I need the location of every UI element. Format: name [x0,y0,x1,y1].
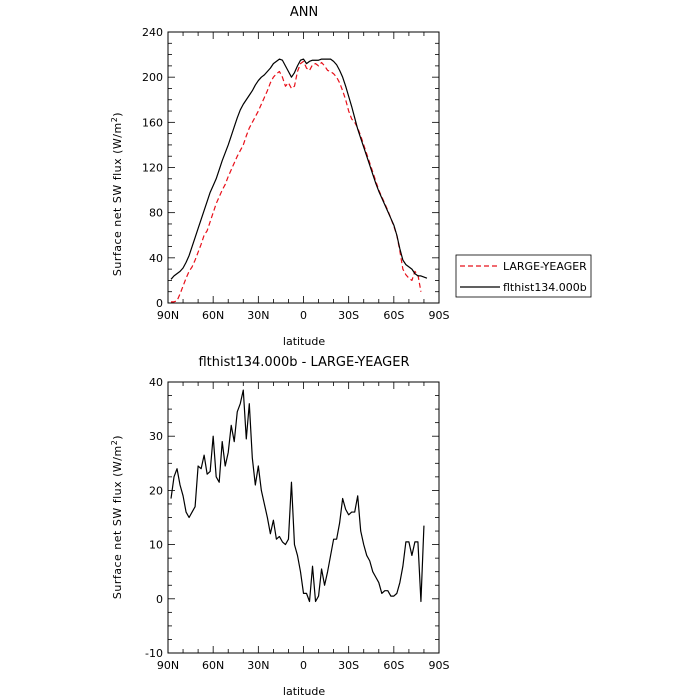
bottom-chart-title: flthist134.000b - LARGE-YEAGER [198,355,409,370]
bottom-y-tick-label: 40 [149,376,163,389]
top-y-tick-label: 240 [142,26,163,39]
top-panel: ANN Surface net SW flux (W/m2) latitude … [110,5,450,348]
top-x-tick-label: 60S [383,309,404,322]
bottom-y-tick-label: 10 [149,539,163,552]
top-y-axis-label: Surface net SW flux (W/m2) [110,112,125,276]
bottom-x-tick-label: 0 [300,659,307,672]
top-x-tick-label: 60N [202,309,224,322]
bottom-x-tick-label: 90S [429,659,450,672]
legend-label-flthist: flthist134.000b [503,281,587,294]
bottom-series-line-difference [170,389,425,603]
y-axis-label-superscript: 2 [110,440,119,446]
bottom-x-tick-label: 60N [202,659,224,672]
bottom-y-tick-label: 0 [156,593,163,606]
top-x-tick-label: 30N [247,309,269,322]
bottom-panel: flthist134.000b - LARGE-YEAGER Surface n… [110,355,450,698]
top-y-tick-label: 200 [142,71,163,84]
bottom-y-tick-label: 20 [149,484,163,497]
top-y-tick-label: 80 [149,207,163,220]
bottom-y-tick-label: -10 [145,647,163,660]
top-x-tick-label: 30S [338,309,359,322]
top-x-tick-label: 90N [157,309,179,322]
top-x-tick-label: 0 [300,309,307,322]
y-axis-label-superscript: 2 [110,117,119,123]
bottom-x-tick-label: 30S [338,659,359,672]
top-chart-title: ANN [290,5,318,20]
legend-box [455,254,592,298]
top-x-axis-label: latitude [283,335,325,348]
top-y-tick-label: 0 [156,297,163,310]
top-x-tick-label: 90S [429,309,450,322]
top-y-tick-label: 160 [142,116,163,129]
bottom-x-tick-label: 30N [247,659,269,672]
top-series-line-large-yeager [171,60,422,303]
bottom-x-tick-label: 60S [383,659,404,672]
bottom-y-tick-label: 30 [149,430,163,443]
top-plot-frame [167,31,440,304]
bottom-x-tick-label: 90N [157,659,179,672]
bottom-y-axis-label: Surface net SW flux (W/m2) [110,435,125,599]
top-y-tick-label: 120 [142,162,163,175]
bottom-x-axis-label: latitude [283,685,325,698]
top-series-line-flthist134-000b [170,58,428,280]
top-y-tick-label: 40 [149,252,163,265]
legend-label-large-yeager: LARGE-YEAGER [503,260,587,273]
bottom-plot-frame [167,381,440,654]
legend: LARGE-YEAGER flthist134.000b [455,254,592,298]
